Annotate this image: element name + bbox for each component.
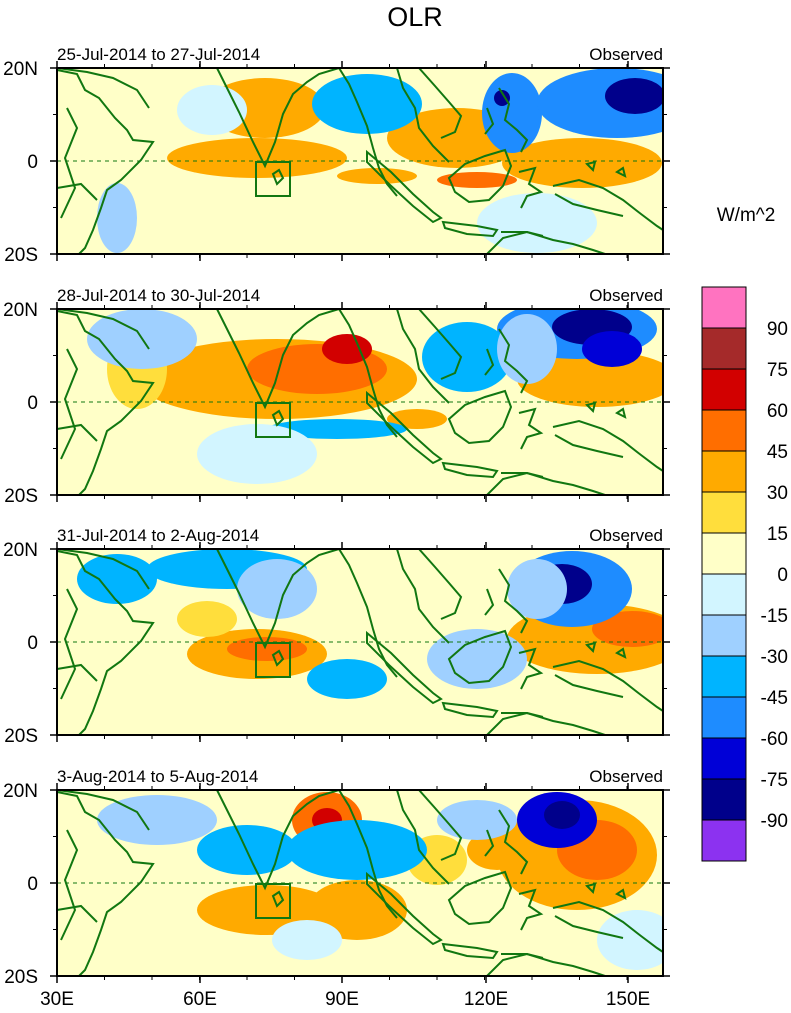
lat-label-20s: 20S xyxy=(4,967,38,988)
colorbar-label: -90 xyxy=(761,811,788,832)
lat-label-0: 0 xyxy=(27,152,38,173)
olr-negative-anomaly xyxy=(582,331,642,367)
lat-label-20n: 20N xyxy=(3,300,38,321)
olr-negative-anomaly xyxy=(197,424,317,484)
panel-label: Observed xyxy=(589,286,663,305)
lat-label-0: 0 xyxy=(27,633,38,654)
olr-negative-anomaly xyxy=(507,559,567,619)
colorbar-swatch xyxy=(701,819,747,862)
map-panel: 31-Jul-2014 to 2-Aug-2014 Observed 20N 0 20S xyxy=(3,526,670,747)
lon-label-150e: 150E xyxy=(606,989,650,1010)
figure-title: OLR xyxy=(387,2,443,32)
lat-label-20s: 20S xyxy=(4,245,38,266)
olr-negative-anomaly xyxy=(287,820,427,880)
colorbar-swatch xyxy=(701,532,747,575)
lat-label-20n: 20N xyxy=(3,781,38,802)
panel-date-range: 28-Jul-2014 to 30-Jul-2014 xyxy=(57,286,260,305)
colorbar-swatch xyxy=(701,450,747,493)
colorbar-swatch xyxy=(701,696,747,739)
olr-negative-anomaly xyxy=(427,629,527,689)
colorbar-label: 90 xyxy=(767,319,788,340)
olr-positive-anomaly xyxy=(177,601,237,637)
panel-date-range: 31-Jul-2014 to 2-Aug-2014 xyxy=(57,526,259,545)
olr-field xyxy=(97,68,663,253)
colorbar-swatch xyxy=(701,614,747,657)
panel-date-range: 25-Jul-2014 to 27-Jul-2014 xyxy=(57,45,260,64)
colorbar-label: 75 xyxy=(767,360,788,381)
lat-label-20n: 20N xyxy=(3,540,38,561)
olr-negative-anomaly xyxy=(597,910,663,970)
olr-negative-anomaly xyxy=(497,314,557,384)
lon-label-60e: 60E xyxy=(183,989,217,1010)
colorbar-label: -75 xyxy=(761,770,788,791)
olr-negative-anomaly xyxy=(312,74,422,134)
olr-positive-anomaly xyxy=(167,138,347,178)
colorbar-swatch xyxy=(701,409,747,452)
lon-label-90e: 90E xyxy=(325,989,359,1010)
colorbar-swatch xyxy=(701,737,747,780)
lon-label-120e: 120E xyxy=(464,989,508,1010)
olr-positive-anomaly xyxy=(592,611,663,647)
colorbar-swatch xyxy=(701,778,747,821)
olr-negative-anomaly xyxy=(544,801,580,829)
map-panel: 3-Aug-2014 to 5-Aug-2014 Observed 20N 0 20S xyxy=(3,767,670,988)
panel-date-range: 3-Aug-2014 to 5-Aug-2014 xyxy=(57,767,258,786)
lat-label-20n: 20N xyxy=(3,59,38,80)
olr-negative-anomaly xyxy=(177,85,247,135)
olr-negative-anomaly xyxy=(97,183,137,253)
olr-negative-anomaly xyxy=(267,419,407,439)
colorbar-label: 15 xyxy=(767,524,788,545)
colorbar: 90 75 60 45 30 15 0 -15 -30 -45 -60 -75 -90 xyxy=(701,286,788,862)
colorbar-swatch xyxy=(701,368,747,411)
olr-positive-anomaly xyxy=(467,830,527,870)
colorbar-label: -30 xyxy=(761,647,788,668)
olr-negative-anomaly xyxy=(422,322,512,392)
colorbar-swatch xyxy=(701,573,747,616)
colorbar-label: 45 xyxy=(767,442,788,463)
colorbar-label: -60 xyxy=(761,729,788,750)
olr-negative-anomaly xyxy=(605,78,663,114)
olr-negative-anomaly xyxy=(494,90,510,106)
olr-negative-anomaly xyxy=(437,800,517,840)
colorbar-label: 30 xyxy=(767,483,788,504)
colorbar-label: -45 xyxy=(761,688,788,709)
colorbar-swatch xyxy=(701,286,747,329)
map-panel: 25-Jul-2014 to 27-Jul-2014 Observed 20N 0 20… xyxy=(3,45,670,266)
colorbar-units: W/m^2 xyxy=(717,205,776,226)
region-box xyxy=(255,642,291,678)
map-panel: 28-Jul-2014 to 30-Jul-2014 Observed 20N 0 20… xyxy=(3,286,670,507)
lat-label-0: 0 xyxy=(27,393,38,414)
region-box xyxy=(255,402,291,438)
longitude-axis-labels: 30E 60E 90E 120E 150E xyxy=(40,989,650,1010)
lat-label-20s: 20S xyxy=(4,726,38,747)
colorbar-label: -15 xyxy=(761,606,788,627)
panel-label: Observed xyxy=(589,526,663,545)
olr-negative-anomaly xyxy=(272,920,342,960)
olr-field xyxy=(87,309,663,484)
lat-label-0: 0 xyxy=(27,874,38,895)
region-box xyxy=(255,883,291,919)
region-box xyxy=(255,161,291,197)
colorbar-label: 0 xyxy=(777,565,788,586)
colorbar-swatch xyxy=(701,327,747,370)
olr-negative-anomaly xyxy=(477,193,597,253)
colorbar-label: 60 xyxy=(767,401,788,422)
lon-label-30e: 30E xyxy=(40,989,74,1010)
olr-positive-anomaly xyxy=(337,168,417,184)
olr-negative-anomaly xyxy=(77,554,157,604)
panel-label: Observed xyxy=(589,45,663,64)
map-panels: 25-Jul-2014 to 27-Jul-2014 Observed 20N 0 20… xyxy=(3,45,670,988)
colorbar-swatch xyxy=(701,655,747,698)
olr-negative-anomaly xyxy=(237,559,317,619)
olr-negative-anomaly xyxy=(97,795,217,845)
olr-negative-anomaly xyxy=(307,659,387,699)
panel-label: Observed xyxy=(589,767,663,786)
olr-negative-anomaly xyxy=(482,73,542,153)
olr-positive-anomaly xyxy=(437,172,517,188)
lat-label-20s: 20S xyxy=(4,486,38,507)
colorbar-swatch xyxy=(701,491,747,534)
olr-positive-anomaly xyxy=(322,334,372,364)
